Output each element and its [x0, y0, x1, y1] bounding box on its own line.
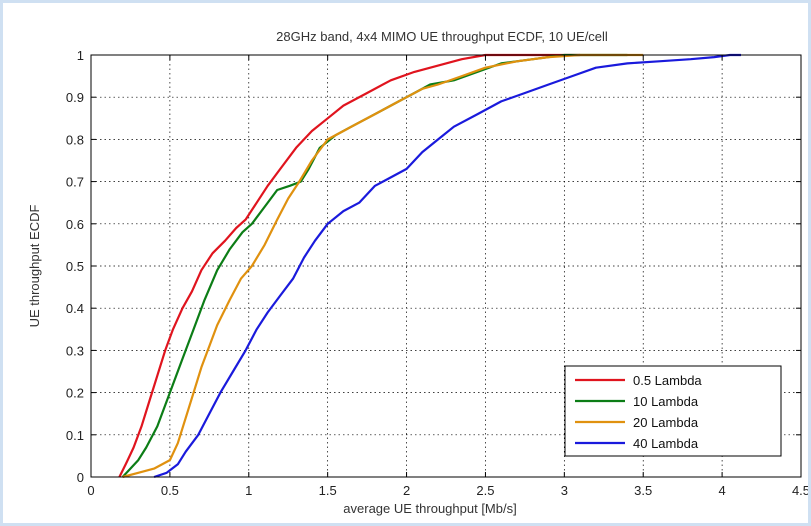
y-tick-label: 0.1: [66, 428, 84, 443]
y-tick-label: 0.5: [66, 259, 84, 274]
x-tick-label: 2: [403, 483, 410, 498]
x-axis-label: average UE throughput [Mb/s]: [343, 501, 516, 516]
x-tick-label: 1.5: [319, 483, 337, 498]
y-tick-label: 0.7: [66, 175, 84, 190]
series-line-10-lambda: [121, 53, 628, 478]
x-tick-label: 2.5: [476, 483, 494, 498]
y-tick-label: 0.9: [66, 90, 84, 105]
x-tick-label: 0: [87, 483, 94, 498]
chart-title: 28GHz band, 4x4 MIMO UE throughput ECDF,…: [276, 29, 608, 44]
figure-canvas: 0 0.5 1 1.5 2 2.5 3 3.5 4 4.5 0 0.1 0.2 0.3 0.4 0.5 0.6 0…: [3, 3, 808, 523]
y-tick-label: 0.6: [66, 217, 84, 232]
ecdf-line-chart: 0 0.5 1 1.5 2 2.5 3 3.5 4 4.5 0 0.1 0.2 0.3 0.4 0.5 0.6 0…: [3, 3, 808, 523]
x-tick-label: 4: [718, 483, 725, 498]
x-tick-label: 4.5: [792, 483, 808, 498]
y-axis-label: UE throughput ECDF: [27, 205, 42, 328]
x-tick-label: 3.5: [634, 483, 652, 498]
y-tick-label: 0.8: [66, 132, 84, 147]
y-tick-label: 1: [77, 48, 84, 63]
y-tick-label: 0.4: [66, 301, 84, 316]
y-tick-label: 0.3: [66, 343, 84, 358]
legend: 0.5 Lambda 10 Lambda 20 Lambda 40 Lambda: [564, 365, 782, 457]
legend-label: 20 Lambda: [633, 415, 699, 430]
legend-label: 40 Lambda: [633, 436, 699, 451]
x-tick-label: 0.5: [161, 483, 179, 498]
legend-label: 10 Lambda: [633, 394, 699, 409]
legend-label: 0.5 Lambda: [633, 373, 702, 388]
y-tick-label: 0.2: [66, 386, 84, 401]
y-tick-label: 0: [77, 470, 84, 485]
x-tick-label: 3: [561, 483, 568, 498]
series-line-40-lambda: [153, 53, 741, 479]
series-line-0-5-lambda: [118, 53, 581, 478]
x-tick-label: 1: [245, 483, 252, 498]
series-line-20-lambda: [122, 53, 644, 479]
axis-ticks: 0 0.5 1 1.5 2 2.5 3 3.5 4 4.5 0 0.1 0.2 0.3 0.4 0.5 0.6 0…: [66, 48, 808, 498]
series-lines: [118, 53, 741, 479]
